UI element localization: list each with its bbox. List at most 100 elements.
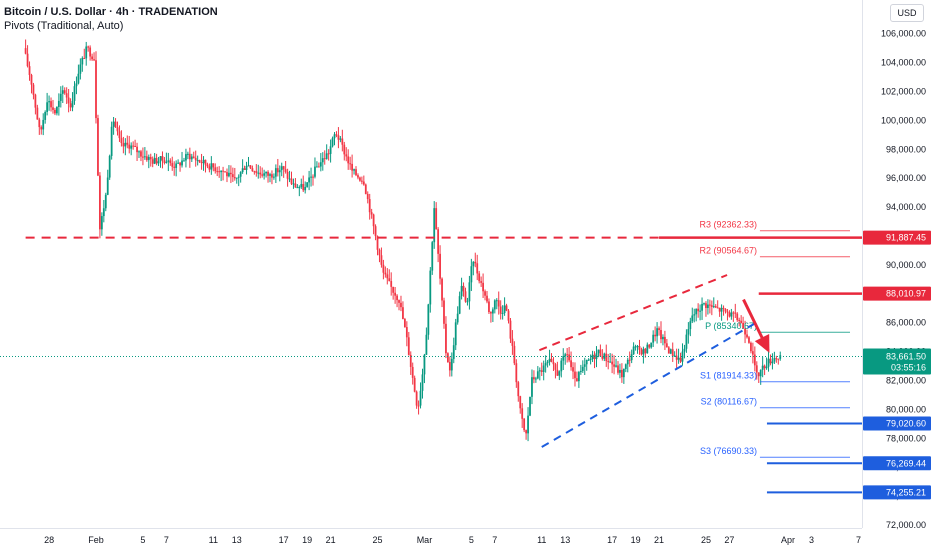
candle-body <box>107 178 109 195</box>
candle-body <box>68 98 70 104</box>
candle-body <box>455 322 457 345</box>
candle-body <box>746 334 748 337</box>
candle-body <box>152 159 154 163</box>
candle-body <box>562 356 564 361</box>
candle-body <box>60 94 62 101</box>
candle-body <box>283 166 285 169</box>
candle-body <box>83 58 85 59</box>
price-tag-label: 79,020.60 <box>886 419 926 429</box>
candle-body <box>187 154 189 155</box>
candle-body <box>404 319 406 327</box>
candle-body <box>492 309 494 313</box>
x-tick-label: 19 <box>302 535 312 545</box>
candle-body <box>494 300 496 309</box>
candle-body <box>586 360 588 364</box>
candle-body <box>296 187 298 188</box>
candle-body <box>275 168 277 176</box>
candle-body <box>388 278 390 281</box>
candle-body <box>148 157 150 160</box>
candle-body <box>216 171 218 172</box>
candle-body <box>291 179 293 184</box>
candle-body <box>326 153 328 159</box>
candle-body <box>590 359 592 360</box>
candle-body <box>371 212 373 214</box>
candle-body <box>316 167 318 168</box>
candle-body <box>191 157 193 160</box>
candle-body <box>459 296 461 314</box>
candle-body <box>625 364 627 369</box>
candle-body <box>615 365 617 366</box>
candle-body <box>64 90 66 93</box>
candle-body <box>773 358 775 361</box>
candle-body <box>117 127 119 131</box>
candle-body <box>510 321 512 339</box>
candle-body <box>545 363 547 365</box>
candle-body <box>402 307 404 319</box>
candle-body <box>701 304 703 311</box>
candle-body <box>553 362 555 364</box>
candle-body <box>103 208 105 216</box>
candle-body <box>146 156 148 160</box>
candle-body <box>50 101 52 107</box>
candle-body <box>619 370 621 373</box>
candle-body <box>508 311 510 321</box>
y-tick-label: 90,000.00 <box>886 260 926 270</box>
candle-body <box>529 397 531 416</box>
candle-body <box>425 335 427 355</box>
x-tick-label: 19 <box>631 535 641 545</box>
candle-body <box>484 291 486 295</box>
x-tick-label: 21 <box>326 535 336 545</box>
candle-body <box>660 330 662 339</box>
candle-body <box>525 430 527 433</box>
candle-body <box>703 303 705 304</box>
candle-body <box>54 110 56 113</box>
candle-body <box>361 181 363 182</box>
candle-body <box>543 366 545 372</box>
candle-body <box>357 175 359 177</box>
candle-body <box>555 364 557 370</box>
candle-body <box>281 166 283 170</box>
candle-body <box>486 296 488 302</box>
candle-body <box>523 419 525 430</box>
candle-body <box>263 173 265 175</box>
candle-body <box>488 301 490 312</box>
y-tick-label: 106,000.00 <box>881 29 926 39</box>
candle-body <box>271 174 273 177</box>
candle-body <box>248 165 250 166</box>
candle-body <box>451 359 453 371</box>
candle-body <box>373 215 375 227</box>
candle-body <box>29 66 31 75</box>
candle-body <box>312 177 314 178</box>
candle-body <box>465 291 467 301</box>
candle-body <box>285 169 287 172</box>
candle-body <box>705 303 707 308</box>
candle-body <box>95 60 97 118</box>
pivot-label: R2 (90564.67) <box>699 246 757 256</box>
candle-body <box>310 177 312 178</box>
price-tag-label: 88,010.97 <box>886 289 926 299</box>
candle-body <box>564 354 566 356</box>
candle-body <box>52 107 54 110</box>
candle-body <box>519 396 521 408</box>
candle-body <box>750 343 752 351</box>
candle-body <box>392 287 394 293</box>
candle-body <box>58 101 60 107</box>
candle-body <box>318 167 320 168</box>
y-tick-label: 86,000.00 <box>886 318 926 328</box>
candle-body <box>332 138 334 146</box>
candle-body <box>515 363 517 382</box>
x-tick-label: 27 <box>724 535 734 545</box>
candle-body <box>560 361 562 372</box>
candle-body <box>611 362 613 365</box>
candle-body <box>621 370 623 377</box>
candle-body <box>736 314 738 320</box>
candle-body <box>723 308 725 309</box>
candle-body <box>582 367 584 371</box>
candle-body <box>252 168 254 171</box>
y-tick-label: 96,000.00 <box>886 173 926 183</box>
candle-body <box>576 378 578 381</box>
candle-body <box>539 370 541 371</box>
candle-body <box>470 266 472 282</box>
candle-body <box>697 309 699 311</box>
